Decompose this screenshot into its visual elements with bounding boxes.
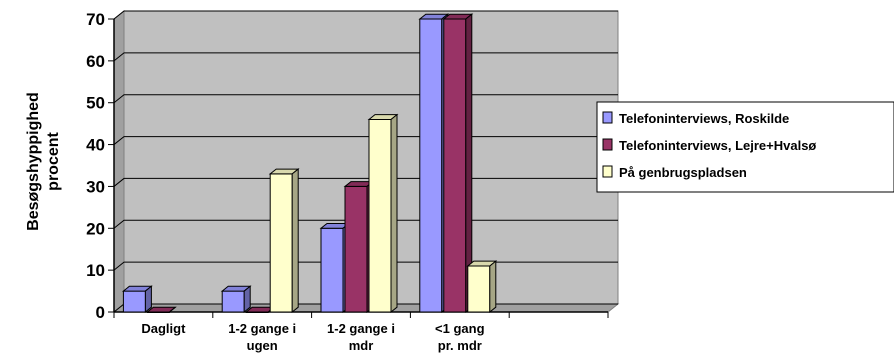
bar [145, 306, 177, 313]
bar [367, 113, 399, 314]
bar-side [144, 285, 152, 314]
plot-side-wall [113, 9, 125, 314]
bar-side [169, 306, 176, 313]
y-axis-label: Besøgshyppighed procent [25, 92, 62, 231]
bar-front [344, 185, 368, 313]
gridline [113, 10, 618, 20]
bar-front [269, 173, 293, 313]
x-tick-label: <1 gang pr. mdr [435, 321, 485, 353]
legend-swatch [602, 138, 613, 151]
bar-side [291, 168, 299, 314]
x-tick-label: 1-2 gange i ugen [228, 321, 296, 353]
x-tick-label: 1-2 gange i mdr [327, 321, 395, 353]
y-tick-label: 10 [86, 261, 105, 280]
legend-label: På genbrugspladsen [619, 165, 747, 180]
y-tick-label: 40 [86, 136, 105, 155]
legend-swatch [602, 111, 613, 124]
bar-side [390, 113, 398, 314]
y-tick-label: 70 [86, 10, 105, 29]
bar [268, 168, 300, 314]
y-tick-label: 0 [96, 303, 105, 322]
bar-front [320, 227, 344, 313]
bar [121, 285, 153, 314]
y-tick-label: 30 [86, 177, 105, 196]
bar-front [122, 290, 146, 313]
legend-box [596, 101, 894, 193]
bar-side [489, 260, 497, 314]
bar-front [443, 18, 467, 313]
x-tick-label: Dagligt [141, 321, 186, 336]
x-tick-labels: Dagligt 1-2 gange i ugen 1-2 gange i mdr <1 g… [141, 321, 485, 353]
y-tick-label: 20 [86, 219, 105, 238]
bar [442, 13, 474, 314]
bar-front [368, 118, 392, 313]
legend: Telefoninterviews, Roskilde Telefoninterv… [596, 101, 894, 193]
y-tick-label: 50 [86, 94, 105, 113]
bar-front [467, 265, 491, 313]
bar-front [419, 18, 443, 313]
bar-side [243, 285, 251, 314]
y-tick-label: 60 [86, 52, 105, 71]
legend-label: Telefoninterviews, Roskilde [619, 111, 789, 126]
legend-label: Telefoninterviews, Lejre+Hvalsø [619, 138, 816, 153]
bars [121, 13, 498, 314]
legend-swatch [602, 165, 613, 178]
y-tick-labels: 0 10 20 30 40 50 60 70 [86, 10, 105, 322]
bar [466, 260, 498, 314]
bar-front [221, 290, 245, 313]
y-axis-label-line: procent [45, 131, 62, 190]
bar [220, 285, 252, 314]
y-axis-label-line: Besøgshyppighed [25, 92, 42, 231]
